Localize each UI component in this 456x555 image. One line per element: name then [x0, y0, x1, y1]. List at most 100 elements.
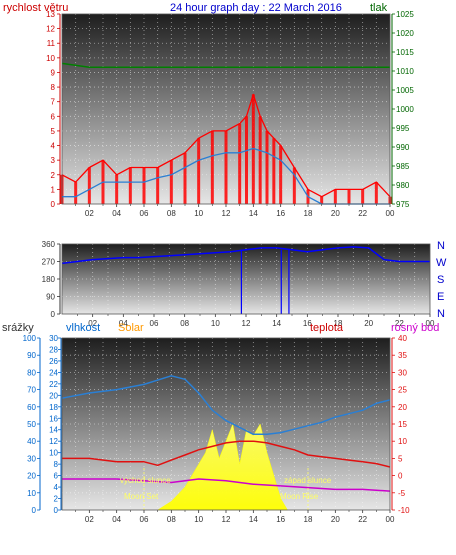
- precip-ytick-label: 0: [54, 506, 59, 515]
- bot-xtick-label: 14: [249, 515, 258, 524]
- bot-xtick-label: 00: [386, 515, 395, 524]
- wind-ytick-label: 9: [51, 68, 56, 77]
- pressure-ytick-label: 1020: [396, 29, 414, 38]
- humidity-ytick-label: 100: [23, 334, 37, 343]
- humidity-axis-label: vlhkost: [66, 322, 100, 334]
- top-xtick-label: 06: [140, 209, 149, 218]
- direction-ytick-label: 90: [46, 293, 55, 302]
- temperature-ytick-label: 5: [398, 454, 403, 463]
- pressure-ytick-label: 1015: [396, 48, 414, 57]
- wind-ytick-label: 3: [51, 156, 56, 165]
- pressure-ytick-label: 1025: [396, 10, 414, 19]
- bot-xtick-label: 12: [222, 515, 231, 524]
- wind-ytick-label: 6: [51, 112, 56, 121]
- humidity-ytick-label: 80: [27, 368, 36, 377]
- direction-ytick-label: 270: [42, 258, 56, 267]
- moonset-annotation: Moon Set: [124, 492, 159, 501]
- wind-gust-line: [61, 93, 391, 198]
- humidity-ytick-label: 40: [27, 437, 36, 446]
- compass-label-n-bottom: N: [437, 308, 445, 320]
- precip-ytick-label: 18: [49, 403, 58, 412]
- top-xtick-label: 12: [222, 209, 231, 218]
- wind-ytick-label: 13: [46, 10, 55, 19]
- bot-xtick-label: 08: [167, 515, 176, 524]
- mid-xtick-label: 14: [272, 319, 281, 328]
- wind-ytick-label: 10: [46, 54, 55, 63]
- pressure-ytick-label: 980: [396, 181, 410, 190]
- temperature-ytick-label: 0: [398, 472, 403, 481]
- humidity-ytick-label: 20: [27, 472, 36, 481]
- precip-ytick-label: 4: [54, 483, 59, 492]
- mid-xtick-label: 00: [426, 319, 435, 328]
- precip-ytick-label: 6: [54, 472, 59, 481]
- solar-area: [156, 423, 288, 511]
- mid-xtick-label: 06: [150, 319, 159, 328]
- wind-ytick-label: 5: [51, 127, 56, 136]
- temperature-line: [62, 440, 391, 468]
- humidity-line: [61, 375, 391, 436]
- pressure-ytick-label: 990: [396, 143, 410, 152]
- wind-ytick-label: 8: [51, 83, 56, 92]
- axis-layer: 02 04 06 08 10 12 14 16 18 20 22 000123456789101112…: [23, 10, 435, 524]
- sunrise-annotation: východ slunce: [120, 476, 171, 485]
- bot-xtick-label: 18: [304, 515, 313, 524]
- top-xtick-label: 10: [194, 209, 203, 218]
- compass-label-s: S: [437, 274, 444, 286]
- mid-xtick-label: 20: [364, 319, 373, 328]
- precip-axis-label: srážky: [2, 322, 34, 334]
- pressure-ytick-label: 975: [396, 200, 410, 209]
- top-xtick-label: 16: [276, 209, 285, 218]
- precip-ytick-label: 2: [54, 495, 59, 504]
- humidity-ytick-label: 30: [27, 454, 36, 463]
- mid-xtick-label: 08: [180, 319, 189, 328]
- series-layer: [60, 62, 430, 511]
- wind-ytick-label: 4: [51, 142, 56, 151]
- wind-direction-line: [61, 246, 430, 265]
- top-xtick-label: 04: [112, 209, 121, 218]
- temperature-ytick-label: 25: [398, 386, 407, 395]
- precip-ytick-label: 10: [49, 449, 58, 458]
- mid-xtick-label: 04: [119, 319, 128, 328]
- direction-ytick-label: 0: [51, 310, 56, 319]
- top-xtick-label: 22: [358, 209, 367, 218]
- mid-xtick-label: 22: [395, 319, 404, 328]
- temperature-ytick-label: 10: [398, 437, 407, 446]
- pressure-ytick-label: 1005: [396, 86, 414, 95]
- top-xtick-label: 08: [167, 209, 176, 218]
- humidity-ytick-label: 0: [32, 506, 37, 515]
- pressure-axis-label: tlak: [370, 2, 388, 14]
- temperature-ytick-label: 30: [398, 368, 407, 377]
- precip-ytick-label: 16: [49, 414, 58, 423]
- top-xtick-label: 00: [386, 209, 395, 218]
- bot-xtick-label: 20: [331, 515, 340, 524]
- chart-title: 24 hour graph day : 22 March 2016: [170, 2, 342, 14]
- top-xtick-label: 02: [85, 209, 94, 218]
- precip-ytick-label: 30: [49, 334, 58, 343]
- top-xtick-label: 20: [331, 209, 340, 218]
- mid-xtick-label: 02: [88, 319, 97, 328]
- compass-label-e: E: [437, 291, 444, 303]
- temperature-ytick-label: -10: [398, 506, 410, 515]
- mid-xtick-label: 16: [303, 319, 312, 328]
- sunset-annotation: západ slunce: [284, 476, 332, 485]
- pressure-ytick-label: 1000: [396, 105, 414, 114]
- precip-ytick-label: 26: [49, 357, 58, 366]
- bottom-panel-frame: [61, 337, 391, 511]
- compass-label-w: W: [436, 257, 447, 269]
- pressure-ytick-label: 995: [396, 124, 410, 133]
- precip-ytick-label: 22: [49, 380, 58, 389]
- pressure-line: [61, 62, 390, 68]
- mid-xtick-label: 12: [242, 319, 251, 328]
- precip-ytick-label: 24: [49, 368, 58, 377]
- pressure-ytick-label: 985: [396, 162, 410, 171]
- temperature-ytick-label: 15: [398, 420, 407, 429]
- bot-xtick-label: 10: [194, 515, 203, 524]
- temperature-ytick-label: 40: [398, 334, 407, 343]
- moonrise-annotation: Moon Rise: [280, 492, 319, 501]
- direction-ytick-label: 360: [42, 240, 56, 249]
- bot-xtick-label: 16: [276, 515, 285, 524]
- compass-label-n-top: N: [437, 240, 445, 252]
- dewpoint-line: [62, 478, 391, 492]
